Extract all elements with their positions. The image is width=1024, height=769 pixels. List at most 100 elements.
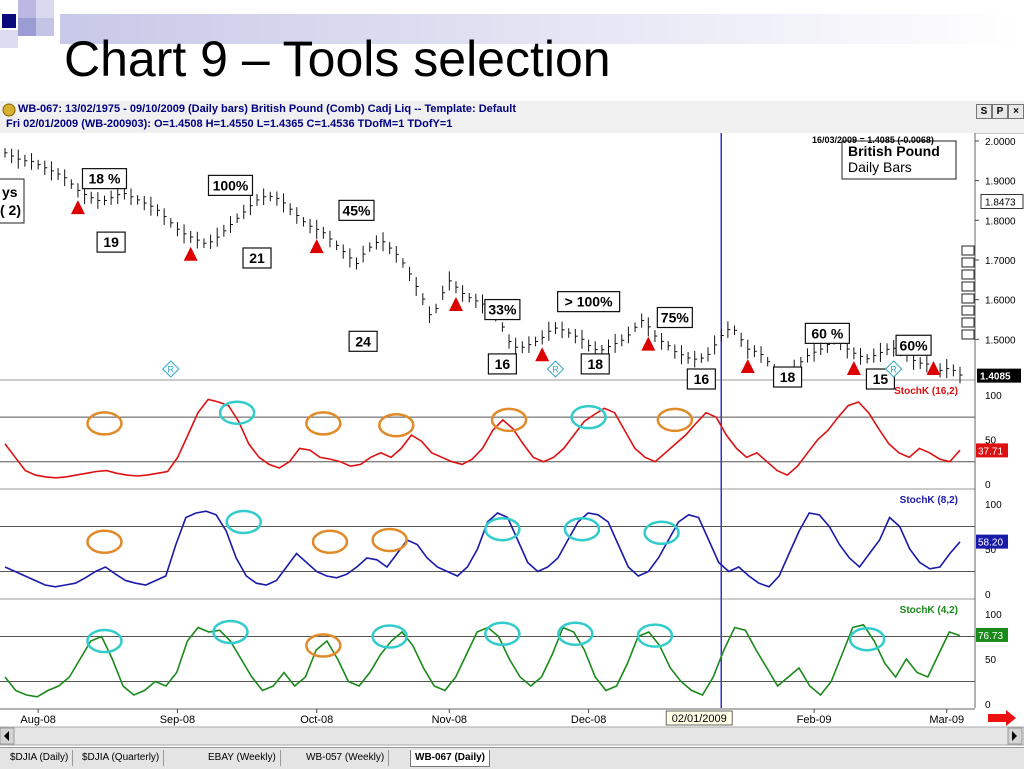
annotation-label: 21 bbox=[249, 250, 265, 266]
annotation-box bbox=[487, 353, 517, 375]
highlight-circle bbox=[484, 516, 521, 542]
annotation-box bbox=[772, 366, 803, 388]
highlight-circle bbox=[311, 529, 349, 555]
sheet-tab[interactable]: $DJIA (Quarterly) bbox=[78, 750, 165, 766]
stoch-y-tick-label: 100 bbox=[985, 500, 1002, 511]
stoch-y-tick-label: 0 bbox=[985, 700, 991, 711]
p-button[interactable]: P bbox=[992, 104, 1008, 119]
axis-scroll-box bbox=[961, 281, 975, 292]
annotation-label: 100% bbox=[213, 177, 249, 193]
annotation-box bbox=[81, 168, 128, 190]
stoch-series-line bbox=[4, 623, 961, 698]
stoch-series-label: StochK (8,2) bbox=[900, 495, 958, 506]
roll-marker-label: R bbox=[890, 365, 897, 375]
price-y-tick-label: 1.9000 bbox=[985, 177, 1016, 188]
axis-scroll-box bbox=[961, 245, 975, 256]
x-axis-label: Mar-09 bbox=[929, 714, 964, 726]
panel-bg-3 bbox=[0, 601, 975, 708]
legend-title-1: British Pound bbox=[848, 143, 940, 159]
panel-bg-2 bbox=[0, 491, 975, 598]
roll-marker-label: R bbox=[168, 365, 175, 375]
annotation-box bbox=[557, 291, 621, 313]
cursor-date: 02/01/2009 bbox=[672, 713, 727, 725]
highlight-circle bbox=[86, 628, 123, 654]
signal-triangle bbox=[846, 361, 861, 375]
stoch-series-label: StochK (4,2) bbox=[900, 605, 958, 616]
signal-triangle bbox=[641, 336, 656, 351]
highlight-circle bbox=[212, 619, 249, 645]
charting-window: WB-067: 13/02/1975 - 09/10/2009 (Daily b… bbox=[0, 101, 1024, 769]
axis-scroll-box bbox=[961, 317, 975, 328]
price-y-tick-label: 1.6000 bbox=[985, 296, 1016, 307]
header-line-2: Fri 02/01/2009 (WB-200903): O=1.4508 H=1… bbox=[6, 118, 453, 130]
annotation-label: 19 bbox=[103, 234, 119, 250]
roll-marker bbox=[546, 360, 565, 378]
sheet-tab[interactable]: WB-057 (Weekly) bbox=[302, 750, 390, 766]
sheet-tab[interactable]: WB-067 (Daily) bbox=[410, 750, 491, 767]
x-axis-label: Oct-08 bbox=[300, 714, 333, 726]
annotation-box bbox=[656, 306, 693, 329]
stoch-last-value: 37.71 bbox=[978, 446, 1003, 457]
x-axis-label: Sep-08 bbox=[160, 714, 195, 726]
price-y-tick-label: 1.7000 bbox=[985, 256, 1016, 267]
roll-marker-label: R bbox=[552, 365, 559, 375]
highlight-circle bbox=[378, 412, 415, 438]
legend-title-2: Daily Bars bbox=[848, 159, 912, 175]
signal-triangle bbox=[309, 239, 324, 254]
horizontal-scrollbar bbox=[0, 726, 1024, 746]
chart-header: WB-067: 13/02/1975 - 09/10/2009 (Daily b… bbox=[0, 101, 1024, 134]
highlight-circle bbox=[636, 623, 674, 648]
annotation-label: 16 bbox=[495, 356, 511, 372]
stoch-y-tick-label: 0 bbox=[985, 480, 991, 491]
highlight-circle bbox=[218, 400, 256, 425]
annotation-label: 18 % bbox=[89, 171, 121, 187]
highlight-circle bbox=[305, 411, 342, 436]
slide-title: Chart 9 – Tools selection bbox=[64, 31, 611, 87]
annotation-label: 75% bbox=[661, 310, 690, 326]
annotation-box bbox=[348, 330, 378, 352]
annotation-box bbox=[804, 322, 850, 344]
annotation-box bbox=[338, 199, 375, 221]
price-y-tick-label: 1.8000 bbox=[985, 216, 1016, 227]
sheet-tab[interactable]: $DJIA (Daily) bbox=[6, 750, 74, 766]
highlight-circle bbox=[484, 621, 521, 647]
highlight-circle bbox=[557, 621, 594, 647]
annotation-label: 15 bbox=[873, 371, 889, 387]
highlight-circle bbox=[848, 626, 886, 652]
stoch-y-tick-label: 0 bbox=[985, 590, 991, 601]
annotation-box bbox=[686, 368, 716, 390]
panel-bg-1 bbox=[0, 382, 975, 488]
s-button[interactable]: S bbox=[976, 104, 992, 119]
highlight-circle bbox=[563, 516, 601, 542]
stoch-y-tick-label: 100 bbox=[985, 610, 1002, 621]
stoch-series-label: StochK (16,2) bbox=[894, 386, 958, 397]
annotation-label: 18 bbox=[587, 356, 603, 372]
highlight-circle bbox=[371, 624, 408, 649]
signal-triangle bbox=[740, 358, 755, 373]
slide-decoration bbox=[0, 0, 1024, 48]
annotation-box bbox=[242, 247, 272, 269]
cursor-date-box bbox=[665, 710, 733, 726]
highlight-circle bbox=[643, 520, 680, 546]
signal-triangle bbox=[448, 297, 463, 312]
signal-triangle bbox=[926, 361, 941, 375]
x-axis-label: Nov-08 bbox=[432, 714, 467, 726]
left-cut-box bbox=[0, 178, 25, 224]
annotation-label: 24 bbox=[355, 333, 371, 349]
last-value-box-text: 1.8473 bbox=[985, 198, 1016, 209]
annotation-box bbox=[865, 368, 896, 390]
axis-scroll-box bbox=[961, 305, 975, 316]
axis-scroll-box bbox=[961, 329, 975, 340]
stoch-y-tick-label: 50 bbox=[985, 545, 997, 556]
header-line-1: WB-067: 13/02/1975 - 09/10/2009 (Daily b… bbox=[18, 103, 516, 115]
stoch-last-value-box bbox=[976, 443, 1008, 458]
scroll-right-arrow-icon bbox=[988, 710, 1016, 726]
scroll-left-icon bbox=[4, 731, 9, 741]
stoch-last-value: 76.73 bbox=[978, 631, 1003, 642]
stoch-y-tick-label: 50 bbox=[985, 655, 997, 666]
last-value-box bbox=[980, 194, 1024, 210]
sheet-tabs: $DJIA (Daily) $DJIA (Quarterly) EBAY (Week… bbox=[0, 747, 1024, 769]
app-icon bbox=[2, 103, 16, 117]
annotation-box bbox=[484, 298, 521, 321]
sheet-tab[interactable]: EBAY (Weekly) bbox=[204, 750, 281, 766]
